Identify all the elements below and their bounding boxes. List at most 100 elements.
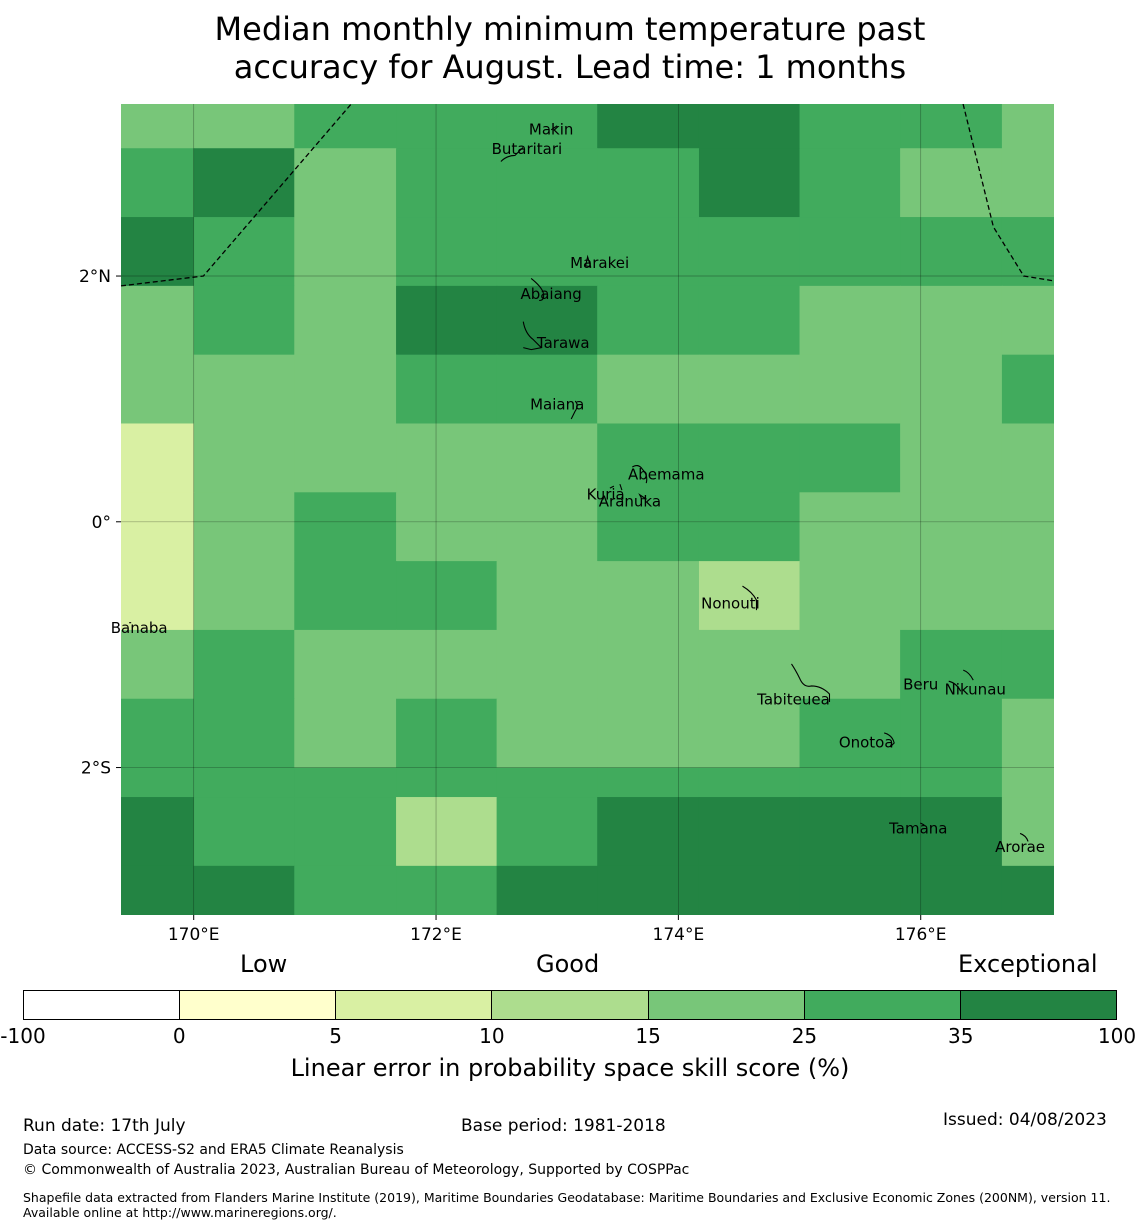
island-arorae: Arorae [995,832,1045,856]
eez-boundaries [121,104,1054,287]
island-butaritari: Butaritari [492,140,563,162]
grid-cell [698,698,801,769]
grid-cell [1001,285,1054,356]
island-label: Marakei [570,254,629,272]
grid-cell [900,797,1003,867]
grid-cell [900,629,1003,700]
island-label: Butaritari [492,140,563,158]
grid-cell [496,561,598,631]
copyright: © Commonwealth of Australia 2023, Austra… [23,1162,690,1178]
island-label: Nikunau [945,681,1006,699]
island-label: Makin [529,120,574,138]
grid-cell [597,865,700,915]
island-label: Abaiang [520,285,581,303]
island-nonouti: Nonouti [701,585,760,613]
title-line-2: accuracy for August. Lead time: 1 months [233,48,907,86]
lat-tick-label: 2°S [81,759,111,779]
grid-cell [294,148,397,218]
grid-cell [396,865,498,915]
grid-cell [396,104,498,149]
grid-cell [900,423,1003,493]
island-outline [1019,832,1029,842]
grid-cell [121,698,195,769]
grid-cell [597,698,700,769]
grid-cell [496,148,598,218]
grid-cell [597,797,700,867]
grid-cell [799,104,901,149]
grid-cell [193,354,295,425]
grid-cell [294,217,397,287]
grid-cell [496,104,598,149]
grid-cell [294,354,397,425]
grid-cell [1001,354,1054,425]
grid-cell [698,104,801,149]
grid-cell [294,797,397,867]
grid-cell [193,104,295,149]
island-maiana: Maiana [530,396,584,420]
island-outline [522,321,543,351]
grid-cell [698,217,801,287]
grid-cell [1001,104,1054,149]
grid-cell [294,865,397,915]
legend-good-label: Good [536,950,600,978]
island-makin: Makin [529,120,574,138]
grid-cell [121,354,195,425]
grid-cell [121,561,195,631]
grid-cell [396,148,498,218]
island-outline [963,669,974,681]
island-outline [638,493,648,500]
grid-cell [193,797,295,867]
grid-cell [799,865,901,915]
grid-cell [698,285,801,356]
grid-cell [597,423,700,493]
grid-cell [396,492,498,562]
shapefile-credit: Shapefile data extracted from Flanders M… [23,1190,1111,1220]
grid-cell [698,148,801,218]
island-tabiteuea: Tabiteuea [756,663,831,708]
issued-date: Issued: 04/08/2023 [943,1110,1107,1130]
grid-cell [396,354,498,425]
colorbar-segment [180,991,337,1019]
grid-cell [698,629,801,700]
grid-cell [799,217,901,287]
colorbar-tick-label: 0 [172,1024,186,1048]
grid-cell [1001,797,1054,867]
map-title: Median monthly minimum temperature past … [0,10,1140,86]
island-label: Tabiteuea [756,690,830,708]
island-outline [631,464,648,484]
grid-cell [121,104,195,149]
grid-cell [698,767,801,798]
grid-cell [597,629,700,700]
island-label: Beru [903,676,938,694]
grid-cell [900,561,1003,631]
lon-tick-label: 170°E [168,925,220,945]
grid-cell [294,629,397,700]
grid-cell [900,354,1003,425]
eez-boundary-line [962,104,1054,282]
island-outline [742,585,758,611]
island-marakei: Marakei [570,254,629,272]
island-label: Kuria [587,485,625,503]
skill-grid [121,104,1054,915]
island-outline [530,278,545,302]
grid-cell [121,148,195,218]
grid-cell [193,492,295,562]
grid-cell [1001,492,1054,562]
grid-cell [496,285,598,356]
islands: Makin Butaritari Marakei Abaiang Tarawa Maian… [111,120,1045,856]
grid-cell [396,423,498,493]
colorbar-tick-label: 100 [1097,1024,1137,1048]
legend-exceptional-label: Exceptional [958,950,1098,978]
island-abemama: Abemama [628,464,705,484]
grid-cell [698,492,801,562]
grid-cell [396,217,498,287]
grid-cell [1001,865,1054,915]
island-label: Aranuka [599,493,661,511]
grid-cell [799,423,901,493]
grid-cell [1001,698,1054,769]
grid-cell [900,492,1003,562]
lon-tick-label: 176°E [895,925,947,945]
grid-cell [496,797,598,867]
grid-cell [396,629,498,700]
colorbar-segment [24,991,181,1019]
